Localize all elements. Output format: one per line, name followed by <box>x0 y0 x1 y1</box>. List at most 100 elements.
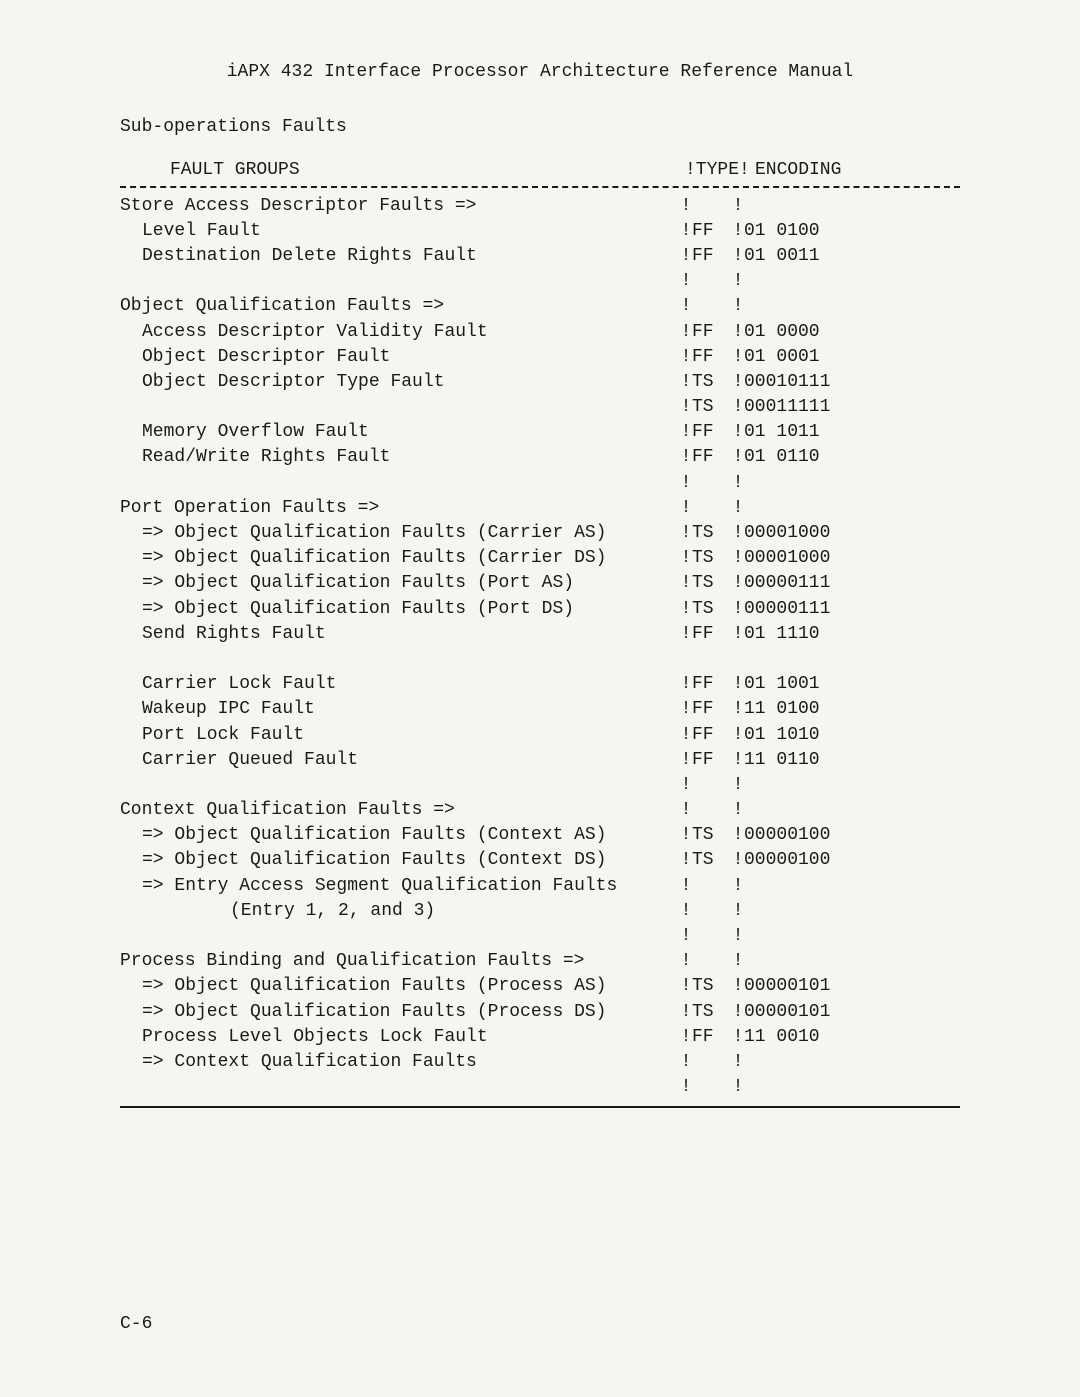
fault-encoding: 01 0011 <box>744 244 960 269</box>
separator: ! <box>732 949 744 974</box>
table-row: => Object Qualification Faults (Port DS)… <box>120 597 960 622</box>
fault-encoding: 00011111 <box>744 395 960 420</box>
fault-label <box>120 773 680 798</box>
fault-encoding: 01 0000 <box>744 320 960 345</box>
fault-type: FF <box>692 622 732 647</box>
separator: ! <box>732 546 744 571</box>
separator: ! <box>680 697 692 722</box>
table-row: => Object Qualification Faults (Process … <box>120 1000 960 1025</box>
fault-encoding: 00000100 <box>744 848 960 873</box>
table-row: !! <box>120 924 960 949</box>
separator: ! <box>732 244 744 269</box>
fault-label: (Entry 1, 2, and 3) <box>120 899 680 924</box>
table-row: => Entry Access Segment Qualification Fa… <box>120 874 960 899</box>
separator: ! <box>680 672 692 697</box>
table-row: Carrier Queued Fault!FF!11 0110 <box>120 748 960 773</box>
fault-type: FF <box>692 697 732 722</box>
fault-type: TS <box>692 395 732 420</box>
separator: ! <box>732 370 744 395</box>
separator: ! <box>680 874 692 899</box>
fault-label: Process Binding and Qualification Faults… <box>120 949 680 974</box>
fault-label: Object Descriptor Type Fault <box>120 370 680 395</box>
separator: ! <box>732 219 744 244</box>
table-header-row: FAULT GROUPS !TYPE! ENCODING <box>120 158 960 183</box>
fault-label <box>120 924 680 949</box>
table-row: Send Rights Fault!FF!01 1110 <box>120 622 960 647</box>
fault-encoding: 01 0110 <box>744 445 960 470</box>
table-row: Object Qualification Faults =>!! <box>120 294 960 319</box>
column-header-groups: FAULT GROUPS <box>120 158 685 183</box>
fault-encoding <box>744 899 960 924</box>
page-header: iAPX 432 Interface Processor Architectur… <box>120 60 960 85</box>
separator: ! <box>680 445 692 470</box>
fault-type: TS <box>692 848 732 873</box>
fault-encoding: 00000101 <box>744 1000 960 1025</box>
separator: ! <box>732 269 744 294</box>
fault-label: Destination Delete Rights Fault <box>120 244 680 269</box>
separator: ! <box>680 370 692 395</box>
fault-label: => Object Qualification Faults (Process … <box>120 1000 680 1025</box>
table-row: Port Operation Faults =>!! <box>120 496 960 521</box>
table-row: Object Descriptor Type Fault!TS!00010111 <box>120 370 960 395</box>
separator: ! <box>680 1000 692 1025</box>
separator: ! <box>680 294 692 319</box>
fault-type <box>692 1075 732 1100</box>
fault-encoding <box>744 773 960 798</box>
separator: ! <box>680 974 692 999</box>
separator: ! <box>732 899 744 924</box>
separator: ! <box>732 748 744 773</box>
fault-encoding <box>744 949 960 974</box>
fault-type: FF <box>692 345 732 370</box>
table-row: Memory Overflow Fault!FF!01 1011 <box>120 420 960 445</box>
separator: ! <box>732 924 744 949</box>
table-row: => Object Qualification Faults (Process … <box>120 974 960 999</box>
fault-type <box>692 1050 732 1075</box>
table-row: Process Binding and Qualification Faults… <box>120 949 960 974</box>
separator: ! <box>732 773 744 798</box>
separator: ! <box>732 974 744 999</box>
fault-encoding: 00001000 <box>744 521 960 546</box>
table-row: Destination Delete Rights Fault!FF!01 00… <box>120 244 960 269</box>
fault-encoding: 00000101 <box>744 974 960 999</box>
fault-label: Send Rights Fault <box>120 622 680 647</box>
fault-type: TS <box>692 546 732 571</box>
column-header-encoding: ENCODING <box>755 158 960 183</box>
fault-encoding: 01 1010 <box>744 723 960 748</box>
fault-type <box>692 269 732 294</box>
separator: ! <box>680 723 692 748</box>
separator: ! <box>732 320 744 345</box>
fault-encoding: 01 0001 <box>744 345 960 370</box>
fault-label: Port Operation Faults => <box>120 496 680 521</box>
fault-type <box>692 874 732 899</box>
fault-encoding: 00000111 <box>744 571 960 596</box>
fault-label: => Context Qualification Faults <box>120 1050 680 1075</box>
fault-label: Level Fault <box>120 219 680 244</box>
table-row: !TS!00011111 <box>120 395 960 420</box>
footer-divider <box>120 1106 960 1108</box>
fault-type: TS <box>692 521 732 546</box>
separator: ! <box>680 773 692 798</box>
table-row: (Entry 1, 2, and 3)!! <box>120 899 960 924</box>
table-row: Read/Write Rights Fault!FF!01 0110 <box>120 445 960 470</box>
separator: ! <box>680 823 692 848</box>
table-row: !! <box>120 773 960 798</box>
separator: ! <box>732 521 744 546</box>
separator: ! <box>680 395 692 420</box>
fault-label: => Object Qualification Faults (Context … <box>120 848 680 873</box>
fault-label: Port Lock Fault <box>120 723 680 748</box>
fault-table-body: Store Access Descriptor Faults =>!!Level… <box>120 194 960 1101</box>
fault-type: TS <box>692 571 732 596</box>
separator: ! <box>680 597 692 622</box>
fault-label: Object Qualification Faults => <box>120 294 680 319</box>
table-row <box>120 647 960 672</box>
table-row: !! <box>120 1075 960 1100</box>
table-row: => Context Qualification Faults!! <box>120 1050 960 1075</box>
separator: ! <box>680 798 692 823</box>
fault-encoding: 00000111 <box>744 597 960 622</box>
separator: ! <box>680 269 692 294</box>
page-number: C-6 <box>120 1312 152 1337</box>
separator: ! <box>732 194 744 219</box>
separator: ! <box>732 345 744 370</box>
separator: ! <box>680 571 692 596</box>
fault-encoding: 11 0010 <box>744 1025 960 1050</box>
